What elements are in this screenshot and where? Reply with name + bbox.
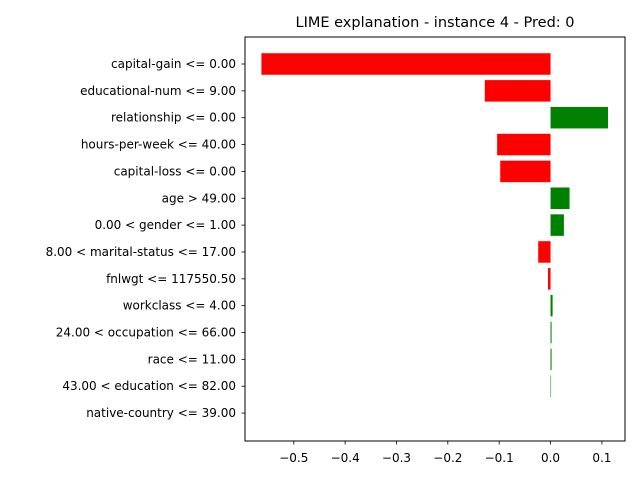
ytick-label-10: 24.00 < occupation <= 66.00 bbox=[56, 326, 236, 340]
ytick-label-5: age > 49.00 bbox=[162, 191, 236, 205]
bar-11 bbox=[550, 348, 552, 371]
bar-7 bbox=[538, 241, 551, 263]
xtick-label-6: 0.1 bbox=[592, 451, 611, 465]
ytick-label-6: 0.00 < gender <= 1.00 bbox=[95, 218, 236, 232]
bar-1 bbox=[484, 80, 551, 102]
xtick-label-3: −0.2 bbox=[433, 451, 462, 465]
xtick-label-1: −0.4 bbox=[331, 451, 360, 465]
bar-0 bbox=[261, 53, 551, 75]
bar-4 bbox=[500, 160, 551, 183]
bar-3 bbox=[497, 133, 551, 156]
plot-frame bbox=[244, 36, 626, 442]
bar-8 bbox=[547, 268, 551, 290]
ytick-label-8: fnlwgt <= 117550.50 bbox=[106, 272, 236, 286]
xtick-label-5: 0.0 bbox=[541, 451, 560, 465]
ytick-label-13: native-country <= 39.00 bbox=[86, 406, 236, 420]
ytick-label-4: capital-loss <= 0.00 bbox=[114, 164, 236, 178]
chart-title: LIME explanation - instance 4 - Pred: 0 bbox=[296, 15, 575, 31]
ytick-label-9: workclass <= 4.00 bbox=[123, 299, 236, 313]
bar-6 bbox=[550, 214, 564, 236]
ytick-label-0: capital-gain <= 0.00 bbox=[111, 57, 236, 71]
ytick-label-1: educational-num <= 9.00 bbox=[80, 84, 236, 98]
ytick-label-7: 8.00 < marital-status <= 17.00 bbox=[46, 245, 236, 259]
ytick-label-3: hours-per-week <= 40.00 bbox=[81, 138, 236, 152]
xtick-label-2: −0.3 bbox=[382, 451, 411, 465]
xtick-label-0: −0.5 bbox=[279, 451, 308, 465]
ytick-label-11: race <= 11.00 bbox=[148, 352, 236, 366]
bar-12 bbox=[550, 375, 552, 397]
ytick-label-2: relationship <= 0.00 bbox=[111, 111, 236, 125]
bar-9 bbox=[550, 294, 553, 317]
bar-2 bbox=[550, 106, 609, 129]
bar-10 bbox=[550, 321, 552, 344]
ytick-label-12: 43.00 < education <= 82.00 bbox=[62, 379, 236, 393]
xtick-label-4: −0.1 bbox=[485, 451, 514, 465]
bar-5 bbox=[550, 187, 570, 209]
